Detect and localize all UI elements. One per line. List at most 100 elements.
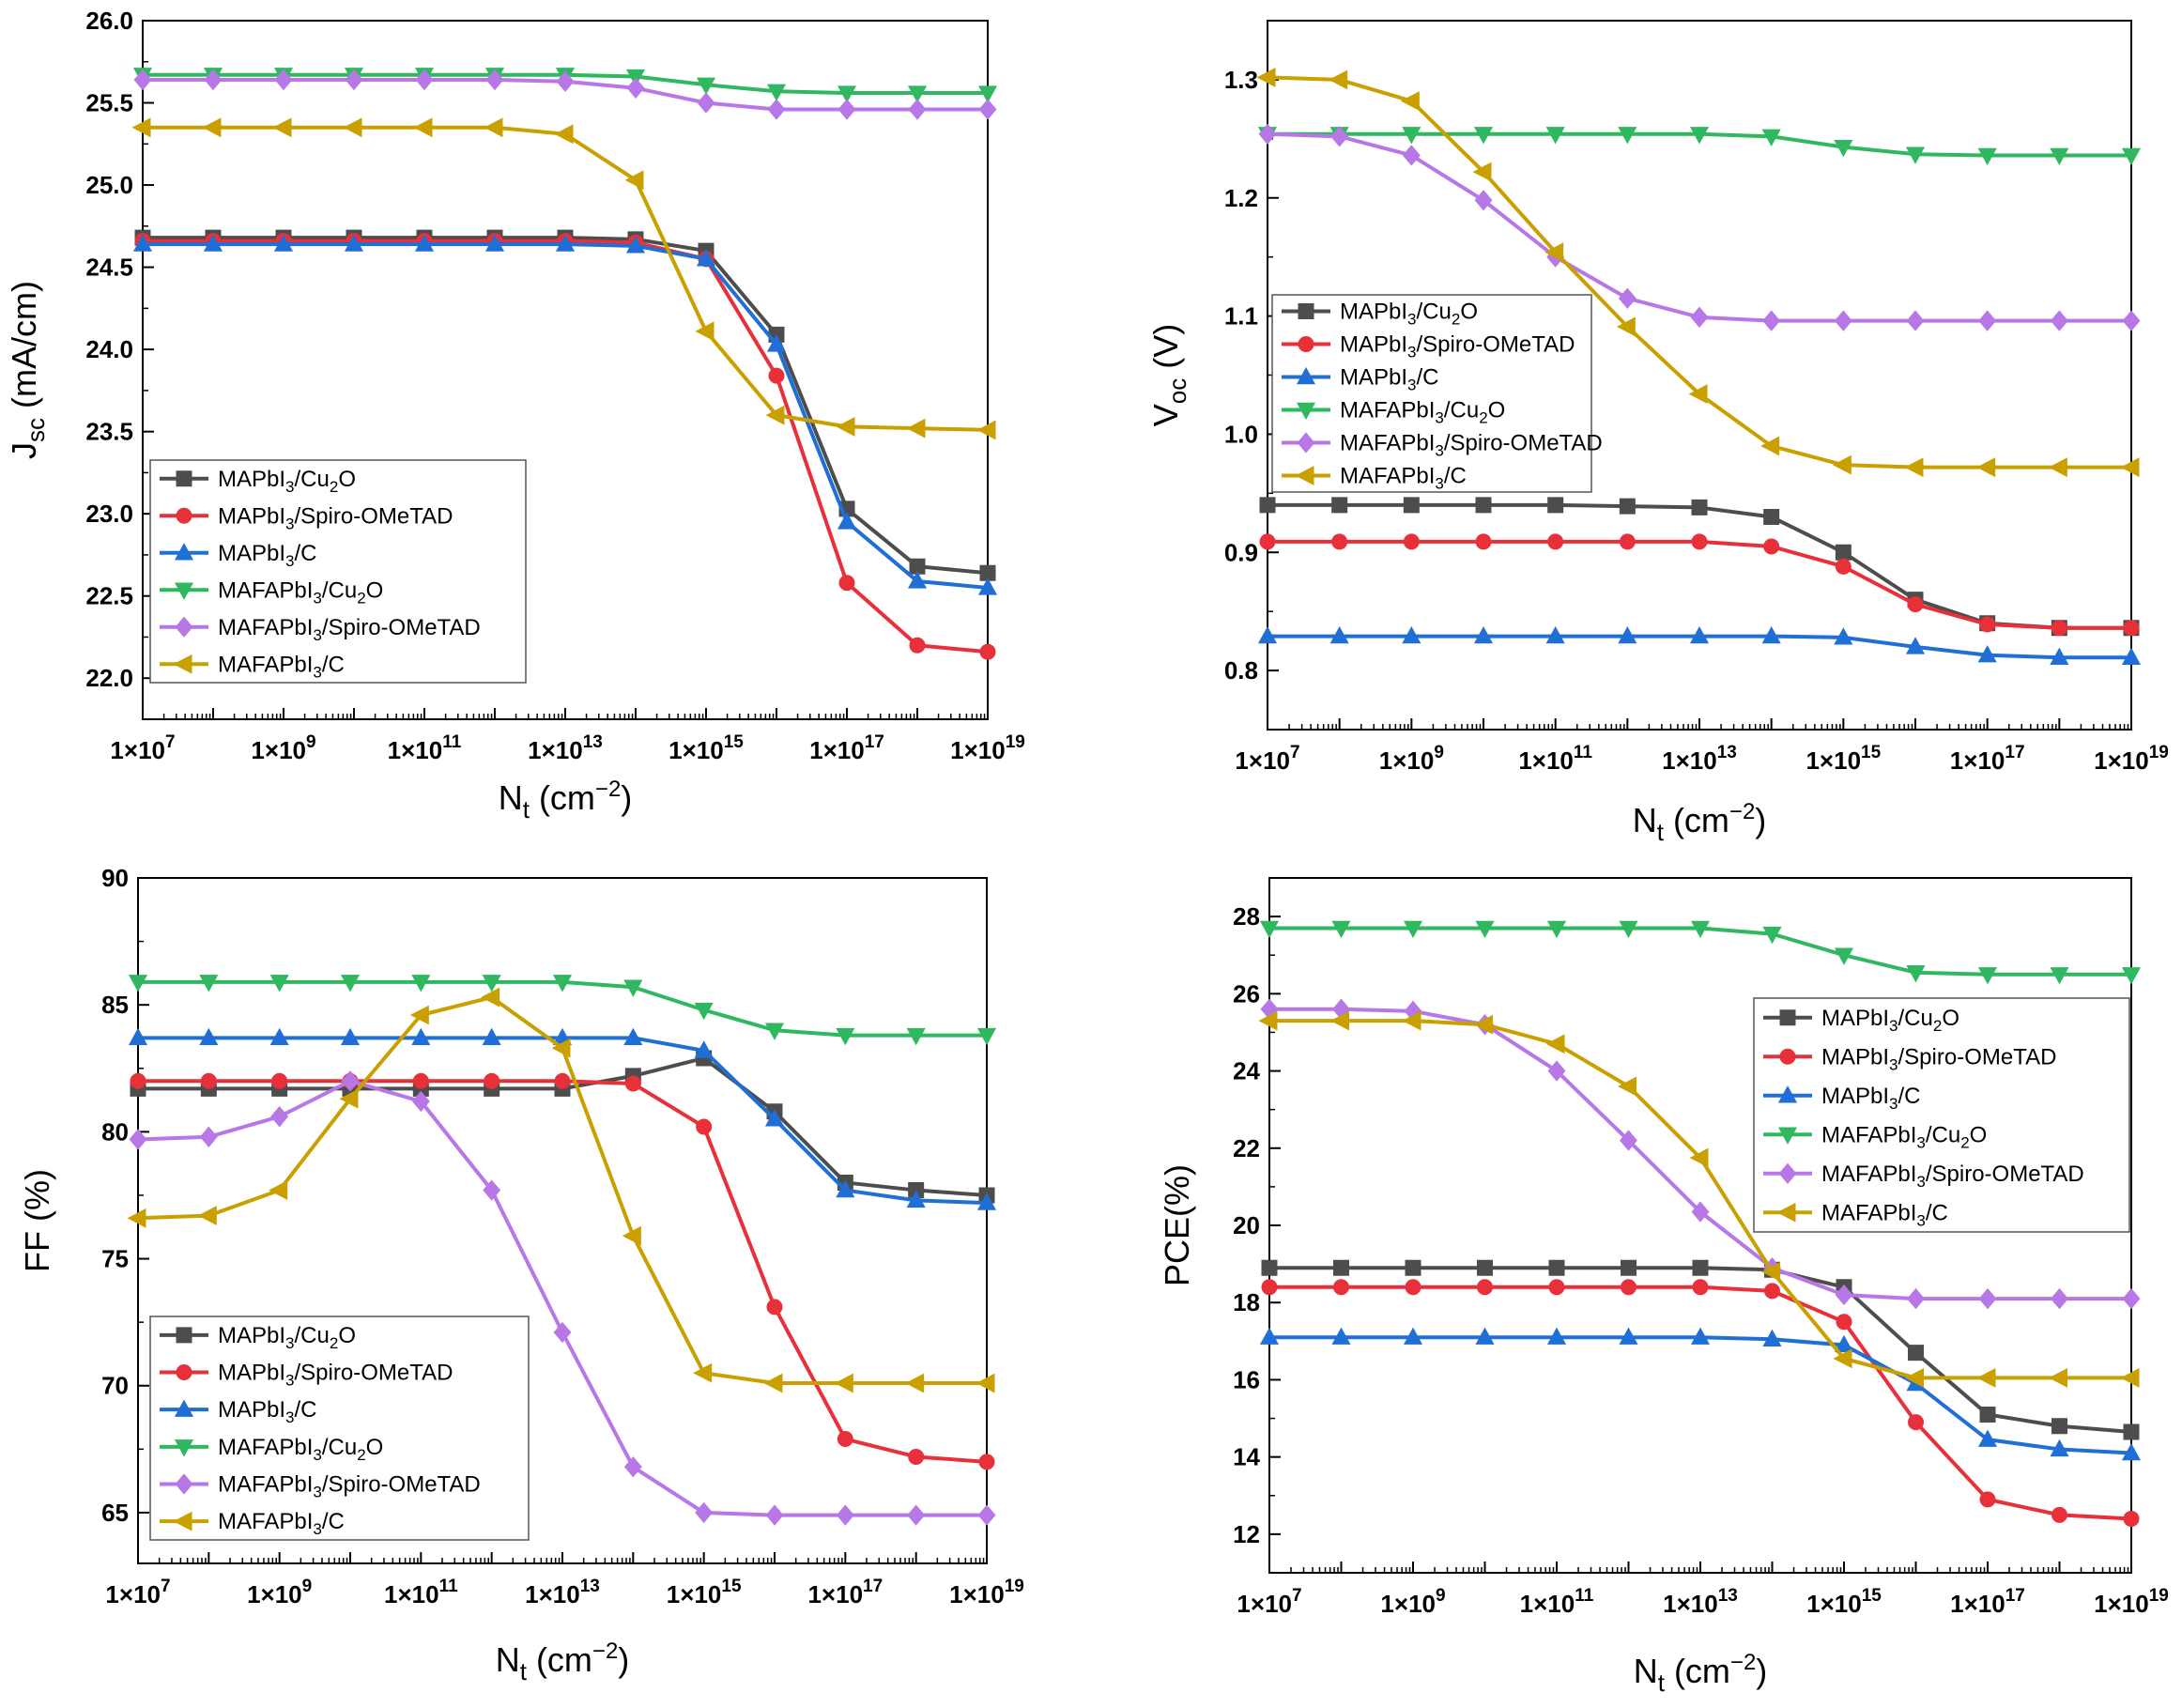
y-tick-label: 1.0 [1224, 420, 1258, 448]
data-point [199, 1126, 218, 1147]
y-tick-label: 12 [1233, 1520, 1260, 1548]
data-point [626, 77, 645, 99]
legend: MAPbI3/Cu2O MAPbI3/Spiro-OMeTAD MAPbI3/C MA… [1753, 997, 2130, 1233]
data-point [2051, 1287, 2068, 1310]
data-point [1978, 310, 1997, 331]
y-tick-label: 70 [101, 1372, 129, 1400]
series-mafapbi3-c [131, 117, 996, 440]
data-point [197, 1206, 217, 1226]
legend: MAPbI3/Cu2O MAPbI3/Spiro-OMeTAD MAPbI3/C MA… [1271, 294, 1603, 493]
data-point [1476, 1279, 1494, 1296]
data-point [2123, 1511, 2140, 1527]
y-tick-label: 25.5 [85, 89, 133, 117]
series-mapbi3-cu2o [1259, 497, 2140, 637]
data-point [482, 1027, 501, 1046]
x-tick-label: 1×1015 [668, 732, 744, 764]
y-tick-label: 1.3 [1224, 66, 1258, 94]
data-point [1834, 627, 1853, 645]
data-point [1403, 1327, 1423, 1345]
legend-item: MAFAPbI3/C [160, 652, 345, 681]
legend-item: MAFAPbI3/C [1282, 464, 1467, 493]
data-point [766, 334, 787, 352]
data-point [411, 1027, 431, 1046]
y-tick-label: 20 [1233, 1211, 1260, 1239]
y-tick-label: 24.0 [85, 335, 133, 363]
data-point [1331, 533, 1348, 550]
data-point [1907, 596, 1924, 613]
data-point [340, 1027, 361, 1046]
y-tick-label: 1.2 [1224, 184, 1258, 212]
series-mapbi3-spiro-ometad [1261, 1279, 2140, 1527]
data-point [1618, 287, 1636, 309]
x-tick-label: 1×1013 [528, 732, 603, 764]
y-axis-title: Voc (V) [1146, 324, 1191, 426]
data-point [1546, 920, 1567, 939]
data-point [269, 975, 289, 992]
x-tick-label: 1×1011 [384, 1577, 458, 1608]
data-point [343, 117, 362, 138]
data-point [623, 1027, 643, 1046]
data-point [2123, 1423, 2140, 1440]
data-point [906, 1027, 926, 1046]
data-point [1692, 1259, 1709, 1276]
data-point [1760, 436, 1780, 456]
data-point [414, 234, 435, 252]
data-point [1689, 127, 1710, 145]
data-point [1620, 1279, 1637, 1296]
data-point [271, 1072, 288, 1089]
data-point [1762, 310, 1781, 331]
data-point [764, 1023, 785, 1040]
legend-swatch-marker [176, 507, 192, 524]
data-point [2121, 647, 2142, 665]
data-point [2122, 1287, 2141, 1310]
legend-swatch-marker [1297, 432, 1315, 454]
data-point [1544, 242, 1564, 263]
data-point [554, 1072, 571, 1089]
data-point [1835, 544, 1852, 561]
data-point [553, 1321, 572, 1344]
data-point [1257, 625, 1278, 644]
data-point [1475, 1327, 1495, 1345]
data-point [1330, 126, 1349, 147]
x-tick-label: 1×109 [247, 1577, 312, 1608]
data-point [1905, 1367, 1924, 1388]
legend-label: MAFAPbI3/Cu2O [1821, 1122, 1987, 1151]
data-point [411, 975, 431, 992]
legend-item: MAFAPbI3/Spiro-OMeTAD [160, 615, 481, 644]
data-point [1258, 123, 1277, 145]
x-axis-title: Nt (cm−2) [499, 777, 633, 823]
data-point [1473, 127, 1494, 145]
legend-swatch-marker [173, 1511, 192, 1531]
data-point [129, 1129, 147, 1150]
data-point [1905, 146, 1926, 164]
data-point [694, 1040, 714, 1058]
data-point [1908, 1345, 1924, 1362]
data-point [696, 77, 716, 95]
series-line [1268, 539, 2131, 630]
data-point [624, 1075, 641, 1092]
x-tick-label: 1×1013 [1663, 1586, 1738, 1618]
data-point [976, 1373, 995, 1393]
x-tick-label: 1×1013 [1662, 743, 1737, 775]
legend-swatch-marker [175, 1473, 193, 1495]
data-point [2120, 457, 2140, 478]
data-point [1474, 190, 1493, 211]
y-tick-label: 90 [101, 864, 129, 892]
x-tick-label: 1×109 [1380, 1586, 1445, 1618]
panel-ff: 1×107 1×109 1×1011 1×1013 1×1015 1×1017 1×1019… [18, 864, 1024, 1685]
legend-swatch-marker [1296, 402, 1316, 421]
legend-item: MAPbI3/Cu2O [1763, 1006, 1959, 1035]
data-point [409, 1005, 429, 1025]
data-point [837, 85, 857, 103]
legend-label: MAPbI3/Cu2O [218, 467, 356, 496]
data-point [837, 99, 856, 120]
legend-label: MAPbI3/Cu2O [218, 1323, 356, 1352]
data-point [1906, 310, 1925, 331]
data-point [484, 117, 503, 138]
data-point [130, 1072, 146, 1089]
data-point [2123, 620, 2140, 637]
series-line [143, 125, 989, 432]
y-tick-label: 24 [1233, 1057, 1260, 1085]
data-point [697, 92, 715, 114]
